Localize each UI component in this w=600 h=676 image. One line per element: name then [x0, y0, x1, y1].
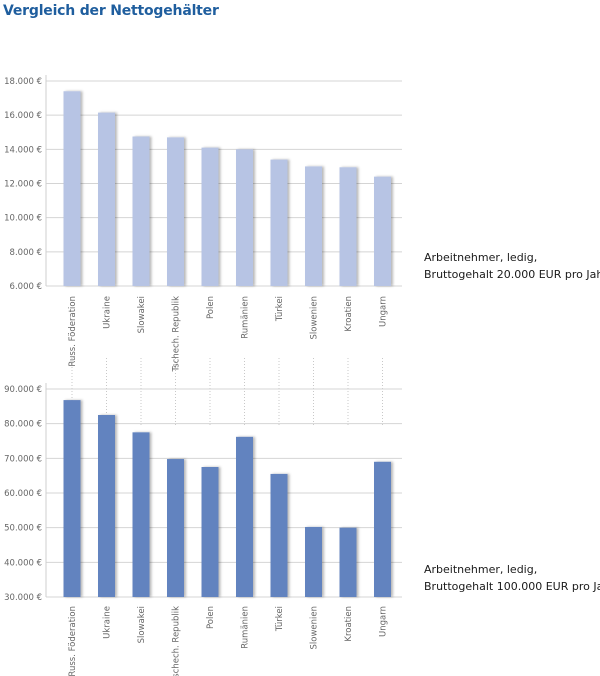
y-tick-label: 16.000 €	[4, 111, 42, 121]
y-tick-label: 80.000 €	[4, 420, 42, 430]
y-tick-label: 50.000 €	[4, 524, 42, 534]
bar	[236, 149, 253, 286]
bar	[98, 112, 115, 287]
y-tick-label: 30.000 €	[4, 593, 42, 603]
x-category-label: Kroatien	[344, 296, 354, 332]
caption-line-1: Arbeitnehmer, ledig,	[424, 251, 538, 264]
bar	[305, 166, 322, 286]
y-tick-label: 60.000 €	[4, 489, 42, 499]
x-category-label: Tschech. Republik	[172, 606, 182, 676]
y-tick-label: 6.000 €	[10, 282, 42, 292]
x-category-label: Ukraine	[103, 606, 113, 639]
bar	[374, 461, 391, 597]
x-category-label: Türkei	[275, 606, 285, 632]
chart-100000: 30.000 € 40.000 € 50.000 € 60.000 € 70.000 €…	[4, 383, 402, 676]
x-category-label: Ungarn	[379, 296, 389, 327]
x-category-label: Rumänien	[241, 296, 251, 339]
bar	[98, 415, 115, 597]
y-tick-label: 40.000 €	[4, 558, 42, 568]
x-category-label: Ungarn	[379, 606, 389, 637]
bar	[63, 91, 81, 286]
bar	[339, 527, 357, 597]
x-category-label: Rumänien	[241, 606, 251, 649]
chart-20000: 6.000 € 8.000 € 10.000 € 12.000 € 14.000 € 16…	[4, 75, 402, 426]
x-category-label: Kroatien	[344, 606, 354, 642]
x-category-label: Ukraine	[103, 296, 113, 329]
y-tick-label: 90.000 €	[4, 385, 42, 395]
bar	[270, 473, 288, 597]
bar	[132, 136, 150, 286]
caption-line-2: Bruttogehalt 20.000 EUR pro Jahr	[424, 268, 600, 281]
y-tick-label: 10.000 €	[4, 214, 42, 224]
x-category-label: Russ. Föderation	[68, 606, 78, 676]
bar	[236, 436, 253, 597]
page-title: Vergleich der Nettogehälter	[3, 3, 219, 19]
caption-chart-20000: Arbeitnehmer, ledig, Bruttogehalt 20.000…	[424, 249, 600, 283]
caption-line-1: Arbeitnehmer, ledig,	[424, 563, 538, 576]
bar	[201, 467, 219, 597]
x-category-label: Türkei	[275, 296, 285, 322]
x-category-label: Polen	[206, 296, 216, 319]
bar	[201, 147, 219, 286]
y-tick-label: 70.000 €	[4, 454, 42, 464]
bar	[167, 459, 184, 597]
bar	[270, 159, 288, 286]
bar	[339, 167, 357, 286]
caption-chart-100000: Arbeitnehmer, ledig, Bruttogehalt 100.00…	[424, 561, 600, 595]
x-category-label: Tschech. Republik	[172, 296, 182, 373]
x-category-label: Polen	[206, 606, 216, 629]
bar	[305, 526, 322, 597]
y-tick-label: 12.000 €	[4, 180, 42, 190]
y-tick-label: 8.000 €	[10, 248, 42, 258]
x-category-label: Slowakei	[137, 296, 147, 333]
bar	[132, 432, 150, 597]
bar	[374, 176, 391, 286]
y-tick-label: 14.000 €	[4, 145, 42, 155]
caption-line-2: Bruttogehalt 100.000 EUR pro Jahr	[424, 580, 600, 593]
bar	[167, 137, 184, 286]
x-category-label: Slowenien	[310, 606, 320, 650]
x-category-label: Slowakei	[137, 606, 147, 643]
bar	[63, 400, 81, 597]
y-tick-label: 18.000 €	[4, 77, 42, 87]
x-category-label: Slowenien	[310, 296, 320, 340]
x-category-label: Russ. Föderation	[68, 296, 78, 367]
